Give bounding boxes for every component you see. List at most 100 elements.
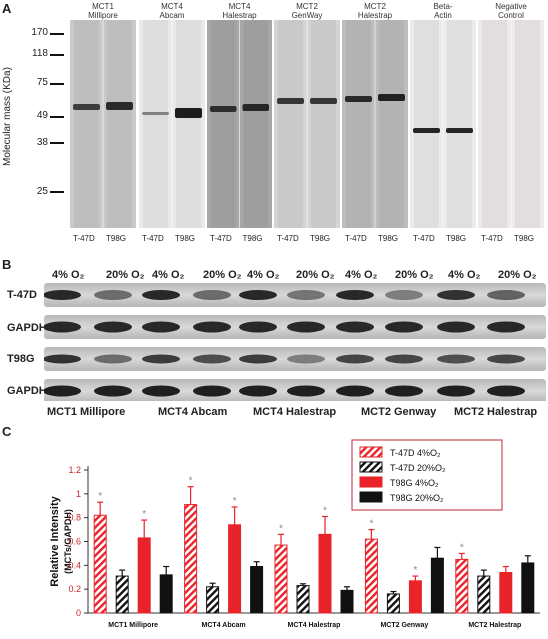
blot-group-title: Beta- Actin [433, 2, 453, 20]
lane-streak [107, 20, 132, 228]
bar [364, 538, 378, 614]
western-band [142, 385, 180, 397]
bar [250, 566, 264, 614]
western-band [336, 290, 374, 300]
western-band [287, 385, 325, 397]
lane-streak [278, 20, 303, 228]
lane-label: T-47D [481, 234, 503, 243]
western-band [437, 385, 475, 397]
western-band [336, 354, 374, 364]
lane-streak [379, 20, 404, 228]
protein-band [446, 128, 473, 133]
x-category-label: MCT4 Abcam [202, 622, 246, 629]
blot-group: MCT1 Millipore T-47D T98G [70, 2, 136, 243]
blot-image [139, 20, 205, 228]
protein-band [142, 112, 169, 115]
lane-label: T-47D [142, 234, 164, 243]
y-axis-subtitle: (MCTs/GAPDH) [63, 509, 73, 574]
bar [137, 537, 151, 614]
significance-marker: * [233, 496, 237, 507]
significance-marker: * [189, 476, 193, 487]
mw-marker-25: 25 [36, 186, 48, 197]
mw-tick [50, 83, 64, 85]
condition-label: 4% O₂ [345, 269, 378, 281]
lane-label: T-47D [413, 234, 435, 243]
lane-streak [515, 20, 540, 228]
significance-marker: * [142, 509, 146, 520]
y-tick-label: 0.2 [68, 584, 81, 594]
panel-b-blot-strips [44, 283, 546, 401]
blot-image [274, 20, 340, 228]
lane-streak [143, 20, 168, 228]
mw-tick [50, 54, 64, 56]
legend-swatch [359, 446, 383, 458]
blot-group: Negative Control T-47D T98G [478, 2, 544, 243]
legend-swatch [359, 461, 383, 473]
y-tick-label: 0.8 [68, 513, 81, 523]
x-category-label: MCT2 Genway [380, 622, 428, 629]
lane-streak [311, 20, 336, 228]
bar [274, 544, 288, 614]
lane-label: T98G [175, 234, 196, 243]
lane-label: T98G [242, 234, 263, 243]
bar [430, 557, 444, 614]
bar [318, 533, 332, 614]
y-tick-label: 1 [76, 489, 81, 499]
group-label-mct4-abcam: MCT4 Abcam [158, 406, 228, 418]
lane-divider [102, 20, 104, 228]
blot-group-title: MCT2 Halestrap [357, 2, 393, 20]
bar [340, 589, 354, 614]
lane-streak [211, 20, 236, 228]
western-band [385, 321, 423, 333]
protein-band [310, 98, 337, 104]
significance-marker: * [279, 523, 283, 534]
western-band [193, 290, 231, 300]
western-band [142, 290, 180, 300]
x-category-label: MCT1 Millipore [108, 622, 158, 629]
lane-label: T98G [446, 234, 467, 243]
western-band [487, 385, 525, 397]
lane-label: T-47D [277, 234, 299, 243]
panel-b-letter: B [2, 257, 12, 272]
protein-band [378, 94, 405, 101]
lane-streak [74, 20, 99, 228]
western-band [94, 354, 132, 364]
condition-label: 20% O₂ [395, 269, 434, 281]
panel-a-y-axis-label: Molecular mass (KDa) [2, 67, 13, 166]
lane-label: T-47D [345, 234, 367, 243]
condition-label: 4% O₂ [152, 269, 185, 281]
mw-marker-38: 38 [36, 137, 48, 148]
y-tick-label: 0 [76, 608, 81, 618]
protein-band [345, 96, 372, 102]
lane-streak [243, 20, 268, 228]
blot-group: MCT2 GenWay T-47D T98G [274, 2, 340, 243]
significance-marker: * [369, 519, 373, 530]
significance-marker: * [413, 565, 417, 576]
western-band [287, 290, 325, 300]
group-label-mct4-halestrap: MCT4 Halestrap [253, 406, 337, 418]
legend-label: T-47D 20%O₂ [390, 463, 446, 473]
lane-divider [442, 20, 444, 228]
blot-group-title: MCT2 GenWay [291, 2, 323, 20]
bar [296, 585, 310, 614]
blot-group: MCT4 Abcam T-47D T98G [139, 2, 205, 243]
western-band [336, 321, 374, 333]
blot-strip [44, 347, 546, 371]
significance-marker: * [460, 542, 464, 553]
lane-divider [239, 20, 240, 228]
bar [206, 586, 220, 614]
mw-marker-49: 49 [36, 110, 48, 121]
row-label-t47d: T-47D [7, 289, 37, 301]
mw-tick [50, 116, 64, 118]
bar [455, 558, 469, 614]
lane-label: T98G [106, 234, 127, 243]
lane-streak [346, 20, 371, 228]
western-band [336, 385, 374, 397]
row-label-gapdh-2: GAPDH [7, 385, 47, 397]
condition-label: 4% O₂ [52, 269, 85, 281]
bar [521, 562, 535, 614]
bar [115, 575, 129, 614]
row-label-gapdh-1: GAPDH [7, 322, 47, 334]
bar [184, 504, 198, 614]
western-band [437, 290, 475, 300]
